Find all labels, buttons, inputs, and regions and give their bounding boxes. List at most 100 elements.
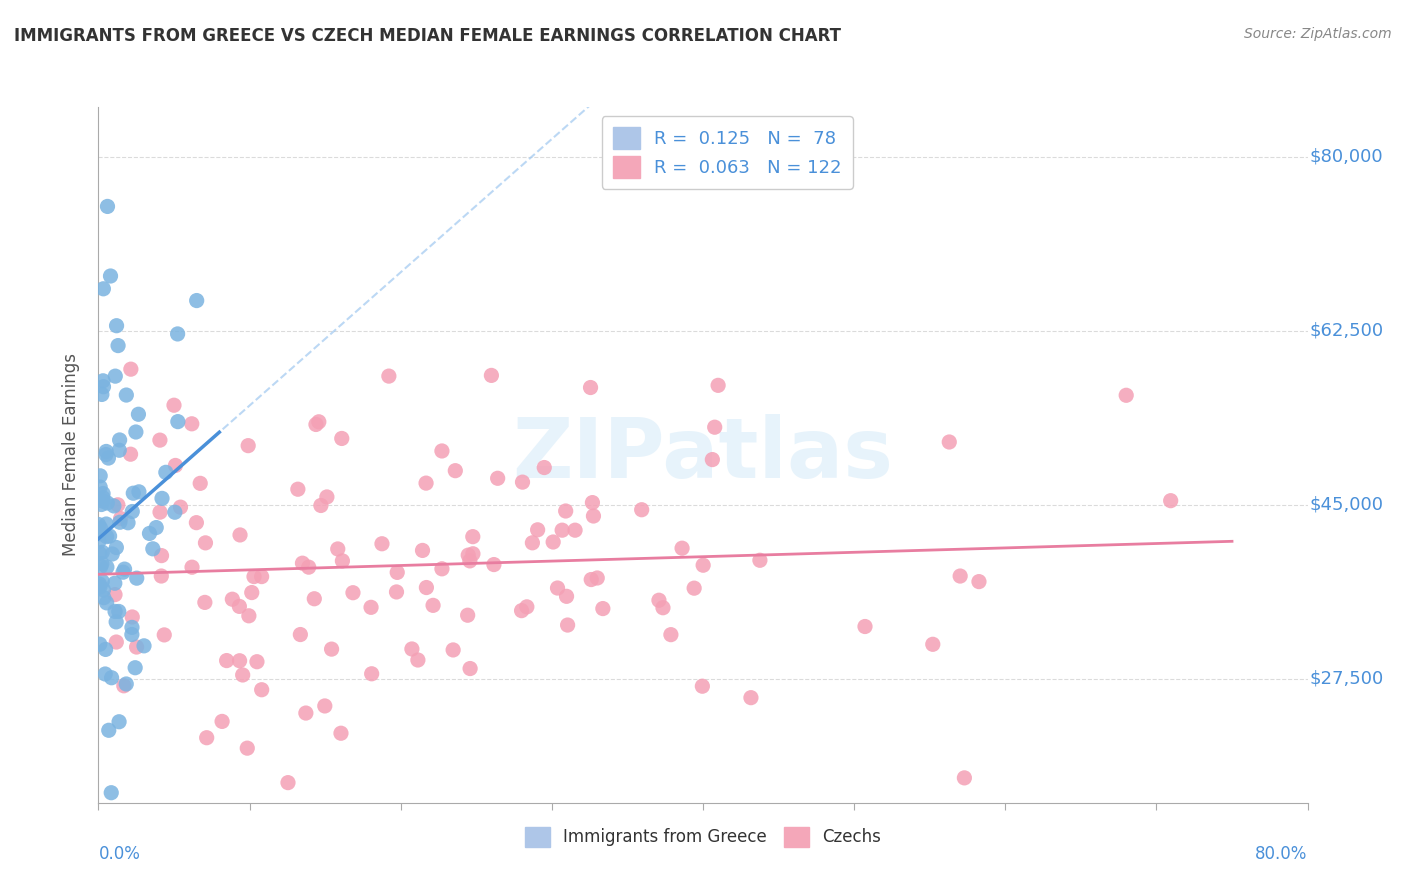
Point <box>330 432 353 446</box>
Point <box>378 369 401 384</box>
Point <box>108 433 131 447</box>
Point <box>128 484 150 499</box>
Text: Source: ZipAtlas.com: Source: ZipAtlas.com <box>1244 27 1392 41</box>
Point <box>703 420 725 434</box>
Point <box>582 508 605 523</box>
Point <box>232 668 254 682</box>
Point <box>87 517 110 532</box>
Point <box>648 593 671 607</box>
Point <box>243 569 266 583</box>
Point <box>332 554 354 568</box>
Point <box>457 608 479 623</box>
Point <box>304 591 326 606</box>
Point <box>581 573 603 587</box>
Point <box>229 528 252 542</box>
Point <box>581 495 603 509</box>
Point <box>415 476 437 491</box>
Text: 80.0%: 80.0% <box>1256 845 1308 863</box>
Point <box>104 588 127 602</box>
Point <box>482 558 505 572</box>
Point <box>96 560 118 574</box>
Point <box>91 545 114 559</box>
Point <box>510 604 533 618</box>
Point <box>953 771 976 785</box>
Point <box>461 530 484 544</box>
Point <box>97 723 120 738</box>
Point <box>90 557 112 571</box>
Point <box>308 415 330 429</box>
Point <box>100 671 122 685</box>
Point <box>125 571 148 585</box>
Point <box>415 581 437 595</box>
Point <box>211 714 233 729</box>
Point <box>114 562 136 576</box>
Point <box>145 520 167 534</box>
Point <box>516 599 538 614</box>
Point <box>702 452 724 467</box>
Point <box>194 595 217 609</box>
Point <box>89 577 111 591</box>
Point <box>215 654 238 668</box>
Point <box>96 444 118 458</box>
Point <box>163 398 186 412</box>
Point <box>406 653 429 667</box>
Point <box>96 596 118 610</box>
Point <box>458 661 481 675</box>
Point <box>554 504 576 518</box>
Point <box>740 690 762 705</box>
Point <box>458 554 481 568</box>
Point <box>444 464 467 478</box>
Point <box>1115 388 1137 402</box>
Point <box>305 417 328 432</box>
Point <box>967 574 990 589</box>
Point <box>360 666 382 681</box>
Point <box>748 553 770 567</box>
Point <box>630 502 652 516</box>
Point <box>592 601 614 615</box>
Point <box>89 580 111 594</box>
Point <box>512 475 534 490</box>
Point <box>326 541 349 556</box>
Point <box>105 615 128 629</box>
Text: $45,000: $45,000 <box>1310 496 1384 514</box>
Point <box>707 378 730 392</box>
Point <box>120 362 142 376</box>
Point <box>101 547 124 561</box>
Point <box>652 600 675 615</box>
Point <box>461 547 484 561</box>
Point <box>108 714 131 729</box>
Point <box>138 526 160 541</box>
Point <box>360 600 382 615</box>
Point <box>533 460 555 475</box>
Point <box>91 574 114 589</box>
Point <box>481 368 503 383</box>
Point <box>96 496 118 510</box>
Point <box>1160 493 1182 508</box>
Point <box>142 541 165 556</box>
Point <box>457 548 479 562</box>
Point <box>526 523 548 537</box>
Point <box>91 491 114 505</box>
Point <box>181 560 204 574</box>
Legend: Immigrants from Greece, Czechs: Immigrants from Greece, Czechs <box>515 817 891 857</box>
Point <box>100 268 122 283</box>
Point <box>295 706 318 720</box>
Point <box>287 482 309 496</box>
Point <box>671 541 693 556</box>
Point <box>94 667 117 681</box>
Point <box>125 640 148 654</box>
Point <box>150 569 173 583</box>
Point <box>107 604 129 618</box>
Point <box>121 504 143 518</box>
Point <box>132 639 155 653</box>
Point <box>93 282 115 296</box>
Point <box>96 199 118 213</box>
Point <box>121 627 143 641</box>
Point <box>315 490 337 504</box>
Text: IMMIGRANTS FROM GREECE VS CZECH MEDIAN FEMALE EARNINGS CORRELATION CHART: IMMIGRANTS FROM GREECE VS CZECH MEDIAN F… <box>14 27 841 45</box>
Point <box>291 556 314 570</box>
Point <box>692 558 714 573</box>
Point <box>97 451 120 466</box>
Point <box>441 643 464 657</box>
Point <box>692 679 714 693</box>
